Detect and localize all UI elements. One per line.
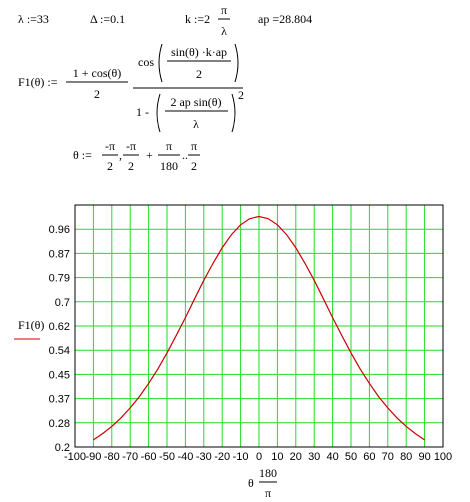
delta-def: Δ :=0.1	[90, 12, 125, 26]
theta-b-den: 2	[128, 159, 134, 173]
y-tick-label: 0.62	[49, 321, 70, 333]
theta-c-num: π	[166, 139, 172, 153]
plus: +	[146, 148, 153, 162]
x-tick-label: 40	[326, 451, 338, 463]
y-tick-label: 0.28	[49, 418, 70, 430]
cos-den: 2	[196, 67, 202, 81]
plot: -100 -90 -80 -70 -60 -50 -40 -30 -20 -10 0 10 20 30 40…	[49, 204, 452, 463]
x-tick-label: -10	[233, 451, 249, 463]
y-tick-label: 0.37	[49, 394, 70, 406]
x-tick-label: 10	[271, 451, 283, 463]
cos-num: sin(θ) ·k·ap	[171, 45, 227, 59]
x-tick-label: -20	[214, 451, 230, 463]
theta-d-num: π	[191, 139, 197, 153]
cos: cos	[138, 55, 154, 69]
y-tick-label: 0.79	[49, 273, 70, 285]
paren	[156, 93, 161, 133]
x-tick-label: -60	[141, 451, 157, 463]
x-tick-label: -40	[177, 451, 193, 463]
x-axis-label: θ	[248, 476, 254, 490]
y-tick-label: 0.7	[55, 297, 70, 309]
theta-a-den: 2	[107, 159, 113, 173]
sq-den: λ	[193, 117, 199, 131]
f1-lhs: F1(θ) :=	[18, 75, 58, 89]
y-axis-label: F1(θ)	[18, 318, 44, 332]
one-minus: 1 -	[136, 105, 149, 119]
paren	[231, 93, 236, 133]
comma: ,	[119, 148, 122, 162]
theta-b-num: -π	[126, 139, 136, 153]
k-num: π	[221, 3, 227, 17]
f1-num: 1 + cos(θ)	[73, 66, 122, 80]
x-tick-label: 20	[290, 451, 302, 463]
range-dots: ..	[182, 148, 188, 162]
y-tick-label: 0.54	[49, 345, 70, 357]
line	[93, 215, 425, 441]
plot-frame	[74, 204, 444, 448]
theta-d-den: 2	[191, 159, 197, 173]
x-tick-label: 70	[382, 451, 394, 463]
y-tick-label: 0.2	[55, 442, 70, 454]
lambda-def: λ :=33	[18, 12, 49, 26]
x-tick-label: -90	[85, 451, 101, 463]
k-den: λ	[221, 24, 227, 38]
ap-def: ap =28.804	[258, 12, 312, 26]
x-tick-label: -100	[64, 451, 86, 463]
x-tick-label: -80	[104, 451, 120, 463]
theta-c-den: 180	[160, 159, 178, 173]
paren	[234, 43, 239, 83]
theta-lhs: θ :=	[73, 148, 92, 162]
y-tick-label: 0.45	[49, 369, 70, 381]
f1-den: 2	[94, 87, 100, 101]
x-axis-label-num: 180	[259, 466, 277, 480]
sq-num: 2 ap sin(θ)	[170, 95, 221, 109]
y-tick-label: 0.87	[49, 248, 70, 260]
x-tick-label: 90	[418, 451, 430, 463]
theta-a-num: -π	[105, 139, 115, 153]
x-tick-label: 80	[400, 451, 412, 463]
k-def: k :=2	[185, 12, 210, 26]
paren	[158, 43, 163, 83]
x-tick-label: -50	[159, 451, 175, 463]
x-tick-label: 50	[345, 451, 357, 463]
x-tick-label: 60	[363, 451, 375, 463]
x-tick-label: 30	[308, 451, 320, 463]
x-tick-label: 0	[256, 451, 262, 463]
x-axis-label-den: π	[265, 486, 271, 500]
y-tick-label: 0.96	[49, 224, 70, 236]
x-tick-label: 100	[434, 451, 452, 463]
exponent: 2	[238, 88, 244, 102]
x-tick-label: -70	[122, 451, 138, 463]
x-tick-label: -30	[196, 451, 212, 463]
